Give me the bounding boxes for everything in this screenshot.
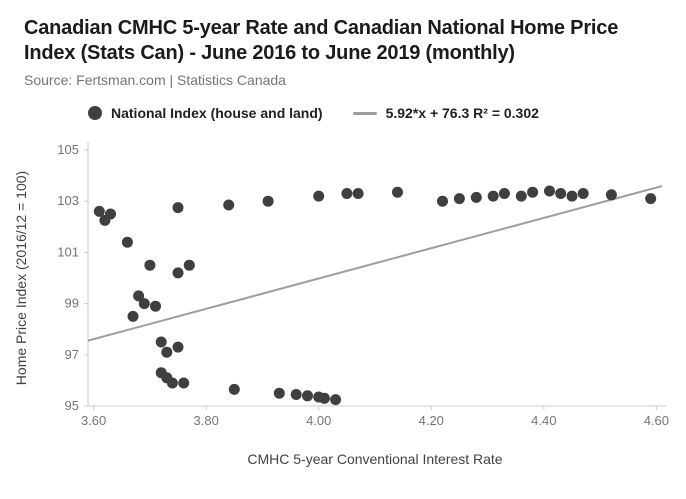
data-point[interactable] bbox=[437, 196, 448, 208]
data-point[interactable] bbox=[352, 188, 364, 200]
data-point[interactable] bbox=[470, 192, 482, 204]
trendline bbox=[87, 185, 663, 342]
data-point[interactable] bbox=[645, 193, 657, 205]
data-point[interactable] bbox=[178, 377, 190, 389]
y-tick-label: 101 bbox=[57, 245, 79, 260]
data-point[interactable] bbox=[228, 384, 240, 396]
data-point[interactable] bbox=[302, 390, 313, 402]
data-point[interactable] bbox=[166, 377, 178, 389]
chart-source: Source: Fertsman.com | Statistics Canada bbox=[24, 72, 286, 89]
y-tick-label: 95 bbox=[65, 398, 79, 413]
data-point[interactable] bbox=[183, 260, 195, 272]
data-point[interactable] bbox=[544, 185, 555, 197]
data-point[interactable] bbox=[127, 311, 139, 323]
data-point[interactable] bbox=[138, 298, 150, 310]
scatter-plot[interactable]: 3.60 3.80 4.00 4.20 4.40 4.60 95 97 99 101 103 105 C… bbox=[0, 124, 686, 476]
x-tick-label: 4.40 bbox=[531, 413, 556, 428]
data-point[interactable] bbox=[341, 188, 353, 200]
y-tick-label: 103 bbox=[57, 194, 79, 209]
x-tick-label: 3.80 bbox=[194, 413, 219, 428]
data-point[interactable] bbox=[605, 189, 617, 201]
data-point[interactable] bbox=[223, 199, 235, 211]
y-tick-label: 99 bbox=[65, 296, 79, 311]
data-point[interactable] bbox=[172, 267, 184, 279]
legend-item-trendline[interactable]: 5.92*x + 76.3 R² = 0.302 bbox=[352, 105, 539, 122]
y-tick-label: 105 bbox=[57, 142, 79, 157]
data-point[interactable] bbox=[93, 206, 105, 218]
legend-series-label: National Index (house and land) bbox=[111, 105, 323, 122]
x-tick-label: 4.20 bbox=[419, 413, 444, 428]
data-point[interactable] bbox=[313, 190, 325, 202]
series-dot-icon bbox=[88, 106, 102, 121]
data-point[interactable] bbox=[498, 188, 510, 200]
data-point[interactable] bbox=[392, 187, 403, 199]
chart-title: Canadian CMHC 5-year Rate and Canadian N… bbox=[24, 17, 619, 65]
legend-trendline-label: 5.92*x + 76.3 R² = 0.302 bbox=[385, 105, 539, 122]
data-point[interactable] bbox=[273, 388, 285, 400]
data-point[interactable] bbox=[566, 190, 578, 202]
x-tick-label: 4.60 bbox=[644, 413, 669, 428]
data-point[interactable] bbox=[161, 347, 173, 359]
data-point[interactable] bbox=[105, 208, 116, 220]
data-point[interactable] bbox=[527, 187, 539, 199]
data-point[interactable] bbox=[262, 196, 274, 208]
data-point[interactable] bbox=[172, 341, 184, 353]
x-tick-label: 4.00 bbox=[306, 413, 331, 428]
data-point[interactable] bbox=[487, 190, 499, 202]
data-point[interactable] bbox=[318, 393, 330, 405]
data-point[interactable] bbox=[290, 389, 302, 401]
y-tick-label: 97 bbox=[65, 347, 79, 362]
x-axis-title: CMHC 5-year Conventional Interest Rate bbox=[247, 451, 502, 467]
data-point[interactable] bbox=[515, 190, 527, 202]
y-axis-title: Home Price Index (2016/12 = 100) bbox=[13, 171, 29, 385]
data-point[interactable] bbox=[330, 394, 342, 406]
trendline-swatch-icon bbox=[352, 111, 377, 115]
legend: National Index (house and land) 5.92*x +… bbox=[88, 102, 686, 124]
x-tick-label: 3.60 bbox=[81, 413, 106, 428]
data-point[interactable] bbox=[144, 260, 156, 272]
data-point[interactable] bbox=[453, 193, 465, 205]
data-point[interactable] bbox=[155, 336, 167, 348]
legend-item-series[interactable]: National Index (house and land) bbox=[88, 105, 323, 121]
data-point[interactable] bbox=[121, 237, 133, 249]
data-point[interactable] bbox=[150, 301, 161, 313]
data-point[interactable] bbox=[577, 188, 589, 200]
data-point[interactable] bbox=[133, 290, 145, 302]
data-point[interactable] bbox=[172, 202, 184, 214]
data-point[interactable] bbox=[555, 188, 567, 200]
